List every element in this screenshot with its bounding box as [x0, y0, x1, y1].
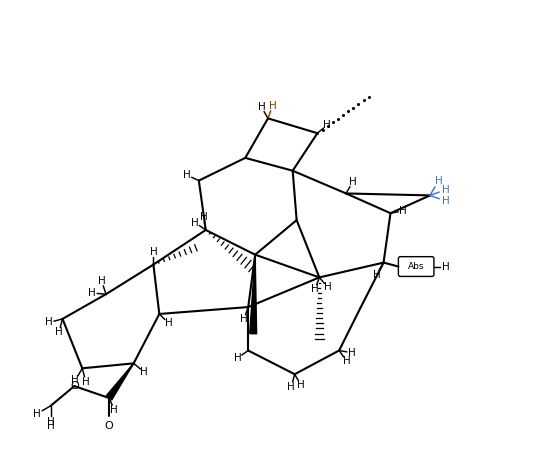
Text: H: H — [442, 262, 450, 272]
FancyBboxPatch shape — [398, 257, 434, 276]
Text: H: H — [258, 102, 265, 112]
Text: H: H — [349, 177, 356, 187]
Text: H: H — [183, 170, 191, 180]
Polygon shape — [250, 255, 257, 334]
Polygon shape — [106, 364, 134, 400]
Text: H: H — [111, 404, 118, 414]
Text: H: H — [140, 367, 148, 377]
Text: H: H — [98, 276, 106, 286]
Text: H: H — [88, 288, 96, 298]
Text: H: H — [269, 101, 276, 111]
Text: H: H — [324, 120, 331, 130]
Text: H: H — [311, 285, 319, 295]
Text: H: H — [33, 409, 41, 419]
Text: H: H — [240, 314, 248, 324]
Text: H: H — [442, 185, 450, 195]
Text: H: H — [348, 348, 356, 358]
Text: H: H — [45, 318, 53, 327]
Text: H: H — [324, 282, 332, 292]
Text: H: H — [373, 269, 381, 280]
Text: H: H — [150, 247, 158, 257]
Text: H: H — [55, 327, 63, 337]
Text: H: H — [82, 377, 90, 386]
Text: H: H — [442, 196, 450, 206]
Text: O: O — [105, 420, 113, 431]
Text: O: O — [70, 381, 78, 391]
Text: H: H — [164, 318, 172, 328]
Text: H: H — [343, 356, 350, 366]
Text: Abs: Abs — [408, 262, 425, 271]
Text: H: H — [297, 381, 305, 390]
Text: H: H — [234, 353, 241, 363]
Text: H: H — [399, 206, 407, 216]
Text: H: H — [191, 218, 199, 228]
Text: H: H — [72, 375, 79, 385]
Text: H: H — [200, 213, 207, 222]
Text: H: H — [47, 417, 54, 427]
Text: H: H — [287, 381, 295, 392]
Text: H: H — [435, 176, 442, 186]
Text: H: H — [47, 420, 54, 431]
